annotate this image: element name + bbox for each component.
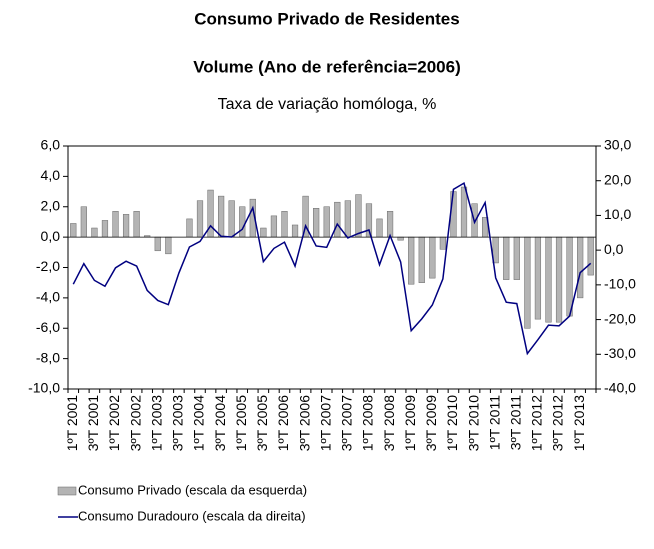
- bar: [545, 236, 552, 323]
- x-tick-label: 1ºT 2009: [402, 395, 418, 451]
- bar: [587, 236, 594, 276]
- chart-title: Consumo Privado de Residentes: [194, 9, 459, 28]
- bar: [154, 236, 161, 252]
- y-tick-label: 2,0: [41, 197, 61, 213]
- bar: [270, 215, 278, 238]
- bar: [555, 236, 563, 323]
- x-tick-label: 1ºT 2011: [486, 395, 502, 450]
- bar: [386, 211, 394, 238]
- bar: [418, 236, 425, 283]
- bar: [133, 211, 140, 238]
- bar: [281, 211, 288, 238]
- bar: [450, 191, 457, 238]
- x-tick-label: 1ºT 2008: [360, 395, 376, 451]
- x-tick-label: 3ºT 2011: [508, 395, 524, 450]
- x-tick-label: 1ºT 2012: [529, 395, 545, 451]
- y-tick-label: 6,0: [41, 137, 61, 153]
- x-tick-label: 3ºT 2003: [170, 395, 186, 451]
- x-tick-label: 1ºT 2003: [148, 395, 164, 451]
- y-tick-label: 0,0: [41, 228, 61, 244]
- bar: [260, 227, 267, 238]
- bar: [165, 236, 172, 255]
- bar: [513, 236, 520, 280]
- y-tick-label: 4,0: [41, 167, 61, 183]
- x-tick-label: 3ºT 2010: [465, 395, 481, 451]
- x-tick-label: 3ºT 2007: [339, 395, 355, 451]
- bar: [334, 201, 341, 238]
- bar: [323, 206, 330, 238]
- bar: [239, 206, 246, 238]
- y-tick-label: -6,0: [36, 319, 60, 335]
- line: [72, 181, 592, 356]
- bar: [376, 218, 383, 238]
- x-tick-label: 3ºT 2008: [381, 395, 397, 451]
- bar: [577, 236, 584, 299]
- y-tick-label: -2,0: [36, 258, 60, 274]
- bar: [534, 236, 542, 320]
- y2-tick-label: 0,0: [604, 241, 624, 257]
- bar: [112, 211, 119, 238]
- bar: [460, 186, 468, 238]
- annotation: Taxa de variação homóloga, %: [218, 96, 437, 113]
- x-tick-label: 3ºT 2009: [423, 395, 439, 451]
- bar: [196, 200, 204, 238]
- y-tick-label: -4,0: [36, 289, 60, 305]
- bar: [344, 200, 351, 238]
- bar: [122, 214, 130, 238]
- x-tick-label: 3ºT 2006: [296, 395, 312, 451]
- x-tick-label: 1ºT 2002: [106, 395, 122, 451]
- bar: [101, 220, 109, 238]
- bar: [313, 208, 320, 238]
- x-tick-label: 1ºT 2004: [191, 395, 207, 451]
- legend-label: Consumo Duradouro (escala da direita): [78, 508, 306, 523]
- bar: [91, 227, 98, 238]
- legend-label: Consumo Privado (escala da esquerda): [78, 482, 307, 497]
- x-tick-label: 1ºT 2007: [317, 395, 333, 451]
- bar: [524, 236, 531, 329]
- bar: [503, 236, 510, 280]
- bar: [218, 195, 225, 238]
- x-tick-label: 1ºT 2001: [64, 395, 80, 451]
- bar: [291, 224, 299, 238]
- bar: [80, 206, 87, 238]
- x-tick-label: 1ºT 2005: [233, 395, 249, 451]
- x-tick-label: 1ºT 2013: [571, 395, 587, 451]
- chart-subtitle: Volume (Ano de referência=2006): [193, 57, 461, 76]
- x-tick-label: 3ºT 2002: [127, 395, 143, 451]
- y2-tick-label: 20,0: [604, 171, 631, 187]
- y-tick-label: -8,0: [36, 349, 60, 365]
- x-tick-label: 1ºT 2006: [275, 395, 291, 451]
- y2-tick-label: -20,0: [604, 310, 636, 326]
- y-tick-label: -10,0: [28, 380, 60, 396]
- bar: [566, 236, 573, 317]
- bar: [228, 200, 235, 238]
- bar: [397, 236, 404, 241]
- y2-tick-label: -10,0: [604, 276, 636, 292]
- bar: [186, 218, 193, 238]
- y2-tick-label: -30,0: [604, 345, 636, 361]
- y2-tick-label: 10,0: [604, 206, 631, 222]
- bar: [355, 194, 362, 238]
- x-tick-label: 3ºT 2012: [550, 395, 566, 451]
- bar: [408, 236, 415, 285]
- y2-tick-label: -40,0: [604, 380, 636, 396]
- bar: [439, 236, 446, 250]
- x-tick-label: 3ºT 2004: [212, 395, 228, 451]
- bar: [429, 236, 436, 279]
- bar: [70, 223, 77, 238]
- x-tick-label: 3ºT 2005: [254, 395, 270, 451]
- legend-swatch: [57, 486, 77, 496]
- x-tick-label: 3ºT 2001: [85, 395, 101, 451]
- y2-tick-label: 30,0: [604, 137, 631, 153]
- x-tick-label: 1ºT 2010: [444, 395, 460, 451]
